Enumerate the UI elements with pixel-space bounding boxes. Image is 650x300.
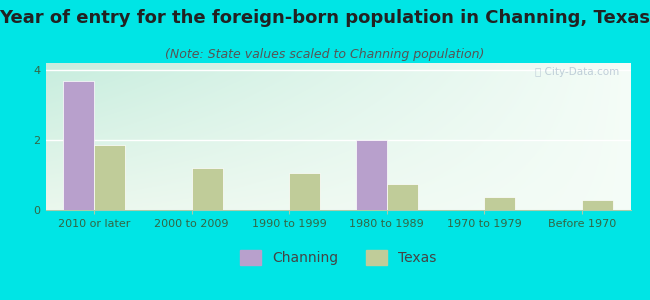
- Text: (Note: State values scaled to Channing population): (Note: State values scaled to Channing p…: [165, 48, 485, 61]
- Bar: [387, 184, 418, 210]
- Bar: [582, 200, 613, 210]
- Bar: [192, 168, 223, 210]
- Bar: [289, 173, 320, 210]
- Bar: [356, 140, 387, 210]
- Legend: Channing, Texas: Channing, Texas: [235, 245, 441, 271]
- Bar: [63, 80, 94, 210]
- Text: Year of entry for the foreign-born population in Channing, Texas: Year of entry for the foreign-born popul…: [0, 9, 650, 27]
- Text: ⓘ City-Data.com: ⓘ City-Data.com: [534, 68, 619, 77]
- Bar: [484, 197, 515, 210]
- Bar: [94, 145, 125, 210]
